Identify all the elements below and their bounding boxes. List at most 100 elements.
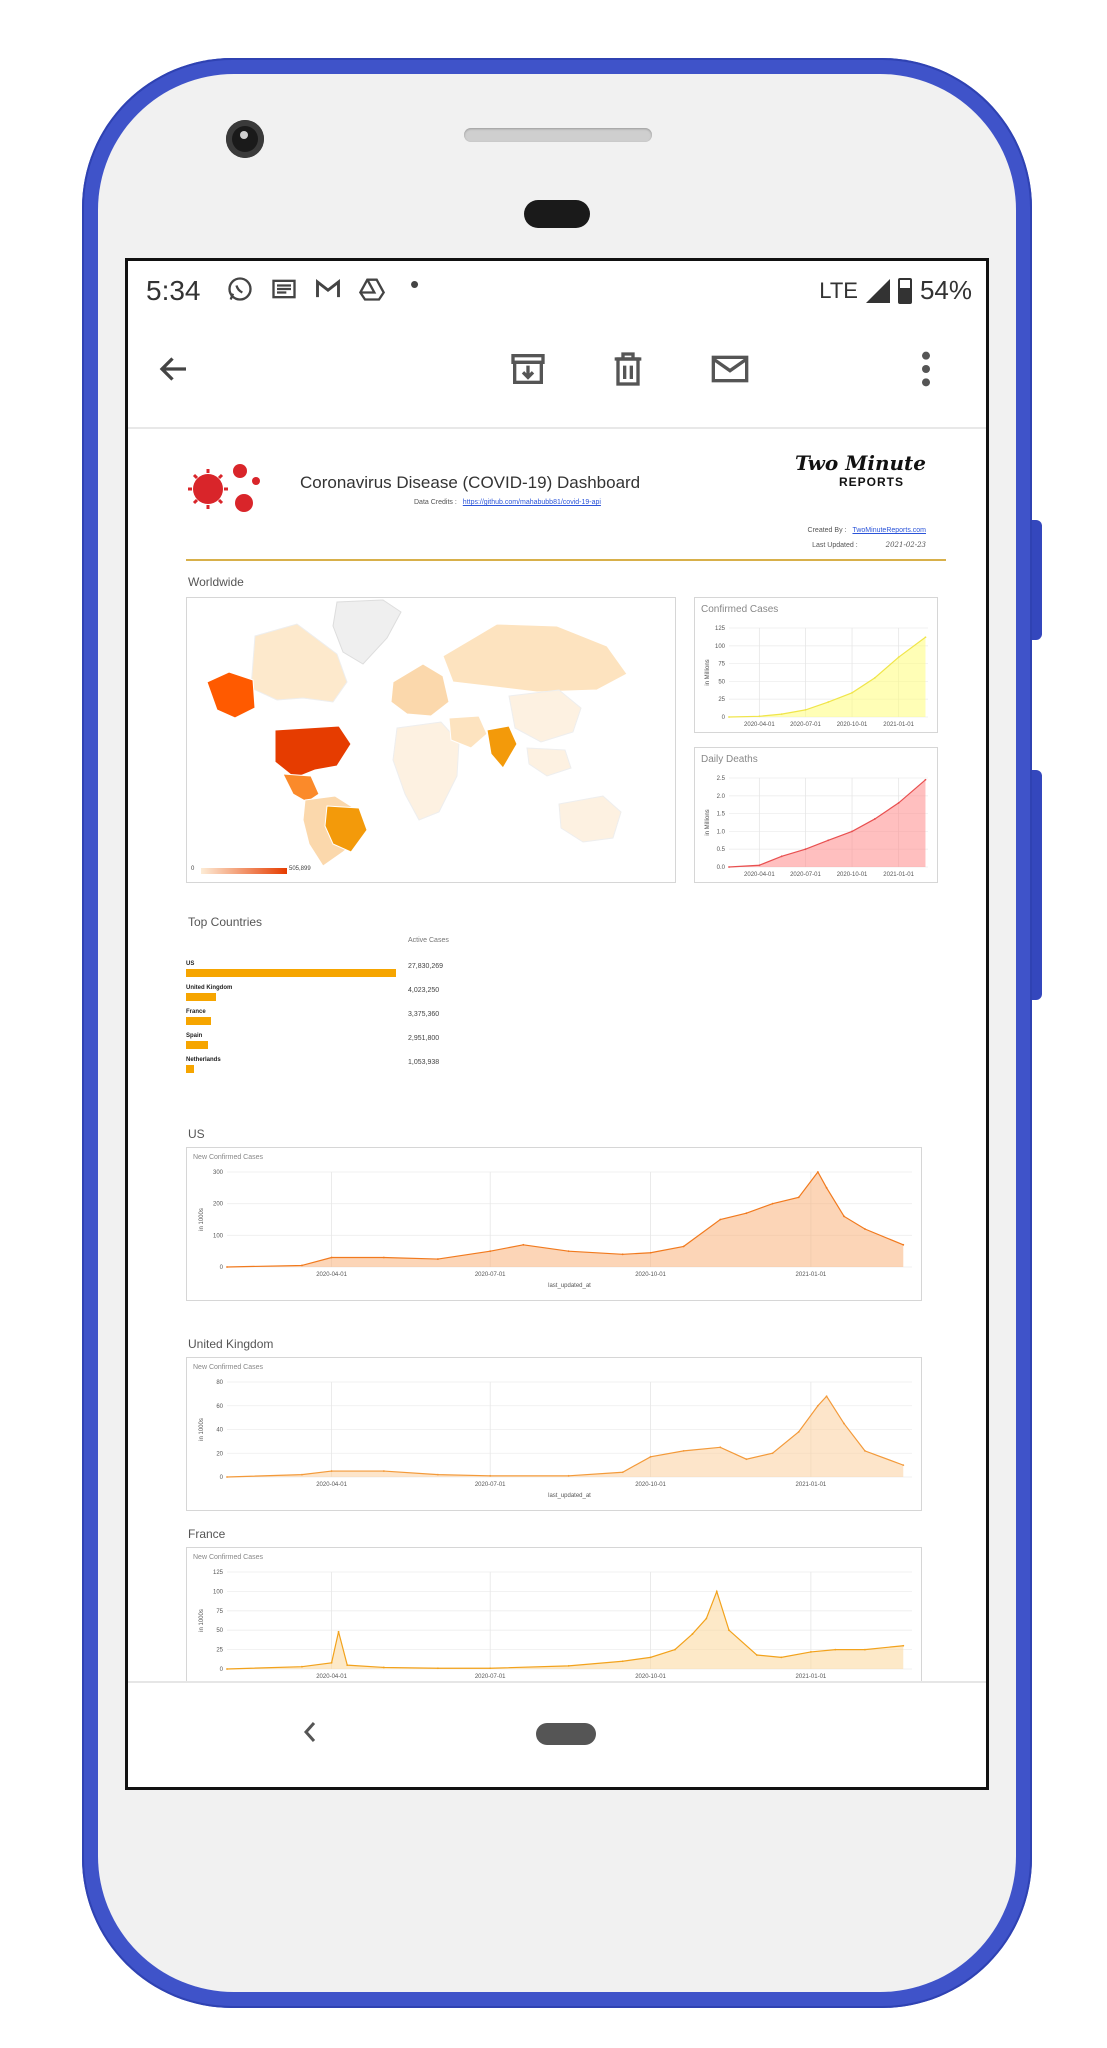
y-tick-label: 75 bbox=[718, 662, 725, 668]
last-updated-label: Last Updated : bbox=[812, 542, 858, 549]
x-tick-label: 2021-01-01 bbox=[883, 722, 914, 728]
data-point bbox=[797, 1196, 800, 1199]
data-point bbox=[337, 1630, 340, 1633]
data-point bbox=[719, 1218, 722, 1221]
data-point bbox=[758, 864, 761, 867]
top-country-row: US 27,830,269 bbox=[186, 961, 466, 985]
y-tick-label: 75 bbox=[216, 1609, 223, 1615]
daily-deaths-panel: Daily Deaths 2.5 2.0 1.5 1.0 0.5 0.0 2020-04-0… bbox=[694, 747, 938, 883]
top-country-bar bbox=[186, 993, 217, 1001]
us-cases-title: New Confirmed Cases bbox=[193, 1154, 264, 1161]
top-country-value: 27,830,269 bbox=[408, 963, 444, 970]
section-us: US bbox=[188, 1127, 205, 1141]
x-tick-label: 2020-10-01 bbox=[635, 1482, 666, 1488]
data-point bbox=[897, 802, 900, 804]
data-point bbox=[567, 1664, 570, 1667]
data-point bbox=[851, 830, 853, 833]
data-point bbox=[301, 1473, 303, 1476]
top-country-value: 2,951,800 bbox=[408, 1035, 440, 1042]
report-image[interactable]: Coronavirus Disease (COVID-19) Dashboard… bbox=[186, 447, 946, 1703]
top-speaker-grille bbox=[464, 128, 652, 142]
daily-deaths-chart: 2.5 2.0 1.5 1.0 0.5 0.0 2020-04-01 2020-07-01 20… bbox=[705, 776, 928, 878]
archive-button[interactable] bbox=[500, 341, 556, 397]
france-cases-title: New Confirmed Cases bbox=[193, 1554, 264, 1561]
data-point bbox=[621, 1660, 624, 1663]
data-point bbox=[382, 1666, 385, 1669]
status-right: LTE 54% bbox=[819, 275, 972, 306]
data-point bbox=[745, 1458, 748, 1461]
series-area bbox=[227, 1172, 904, 1267]
x-tick-label: 2020-10-01 bbox=[635, 1272, 666, 1278]
back-button[interactable] bbox=[146, 341, 202, 397]
top-country-value: 1,053,938 bbox=[408, 1059, 440, 1066]
data-point bbox=[226, 1476, 228, 1478]
last-updated: Last Updated : 2021-02-23 bbox=[812, 541, 926, 549]
data-point bbox=[827, 701, 830, 703]
status-time: 5:34 bbox=[146, 275, 201, 306]
nav-home-pill[interactable] bbox=[536, 1723, 596, 1745]
top-countries-table: Active Cases US 27,830,269 United Kingdom 4… bbox=[186, 937, 466, 1097]
top-country-name: Netherlands bbox=[186, 1057, 221, 1063]
created-by-link[interactable]: TwoMinuteReports.com bbox=[852, 527, 926, 534]
virus-logo-icon bbox=[188, 464, 260, 512]
nav-back-icon[interactable] bbox=[300, 1717, 320, 1747]
gmail-icon bbox=[314, 275, 342, 310]
data-point bbox=[719, 1446, 722, 1449]
data-point bbox=[330, 1256, 333, 1259]
y-tick-label: 0 bbox=[220, 1265, 224, 1271]
data-point bbox=[924, 636, 927, 639]
archive-icon bbox=[511, 354, 545, 384]
data-point bbox=[745, 1212, 748, 1215]
data-point bbox=[924, 778, 927, 781]
x-tick-label: 2020-07-01 bbox=[790, 872, 821, 878]
world-map-panel: 0 505,899 bbox=[186, 597, 676, 883]
drive-icon bbox=[358, 275, 386, 310]
france-cases-panel: New Confirmed Cases 125 100 75 50 25 0 2020-04… bbox=[186, 1547, 922, 1703]
x-axis-label: last_updated_at bbox=[548, 1283, 591, 1289]
data-point bbox=[489, 1474, 492, 1477]
power-button bbox=[1032, 520, 1042, 640]
y-axis-label: in 1000s bbox=[199, 1418, 205, 1441]
data-point bbox=[825, 1395, 828, 1398]
section-worldwide: Worldwide bbox=[188, 575, 244, 589]
y-tick-label: 0 bbox=[722, 715, 726, 721]
data-point bbox=[810, 1651, 812, 1653]
series-area bbox=[227, 1591, 904, 1669]
x-tick-label: 2020-04-01 bbox=[316, 1674, 347, 1680]
section-france: France bbox=[188, 1527, 226, 1541]
top-country-row: Netherlands 1,053,938 bbox=[186, 1057, 466, 1081]
confirmed-cases-panel: Confirmed Cases 125 100 75 50 25 0 2020-04-01 2… bbox=[694, 597, 938, 733]
data-point bbox=[902, 1644, 905, 1647]
data-point bbox=[346, 1664, 349, 1667]
more-options-button[interactable] bbox=[906, 341, 946, 397]
x-tick-label: 2020-07-01 bbox=[475, 1482, 506, 1488]
x-tick-label: 2020-04-01 bbox=[316, 1482, 347, 1488]
data-credits-link[interactable]: https://github.com/mahabubb81/covid-19-a… bbox=[462, 499, 601, 506]
mark-unread-button[interactable] bbox=[702, 341, 758, 397]
us-cases-panel: New Confirmed Cases 300 200 100 0 2020-04-01… bbox=[186, 1147, 922, 1301]
uk-cases-panel: New Confirmed Cases 80 60 40 20 0 2020-04-01 2… bbox=[186, 1357, 922, 1511]
y-tick-label: 25 bbox=[718, 697, 725, 703]
news-icon bbox=[270, 275, 298, 310]
y-axis-label: in Millions bbox=[705, 659, 711, 685]
data-point bbox=[705, 1617, 708, 1620]
more-notifications-dot-icon: • bbox=[410, 269, 420, 299]
top-country-name: France bbox=[186, 1009, 206, 1015]
top-country-row: France 3,375,360 bbox=[186, 1009, 466, 1033]
data-point bbox=[825, 1186, 828, 1189]
y-tick-label: 2.5 bbox=[717, 776, 726, 782]
y-tick-label: 125 bbox=[213, 1570, 224, 1576]
x-tick-label: 2020-07-01 bbox=[790, 722, 821, 728]
y-tick-label: 200 bbox=[213, 1202, 224, 1208]
app-bar-divider bbox=[128, 427, 986, 429]
x-tick-label: 2020-10-01 bbox=[837, 872, 868, 878]
y-tick-label: 20 bbox=[216, 1451, 223, 1457]
delete-button[interactable] bbox=[600, 341, 656, 397]
y-tick-label: 300 bbox=[213, 1170, 224, 1176]
earpiece bbox=[524, 200, 590, 228]
y-tick-label: 25 bbox=[216, 1648, 223, 1654]
data-point bbox=[780, 855, 783, 858]
data-point bbox=[728, 716, 730, 718]
data-point bbox=[873, 676, 876, 679]
data-point bbox=[771, 1202, 774, 1205]
